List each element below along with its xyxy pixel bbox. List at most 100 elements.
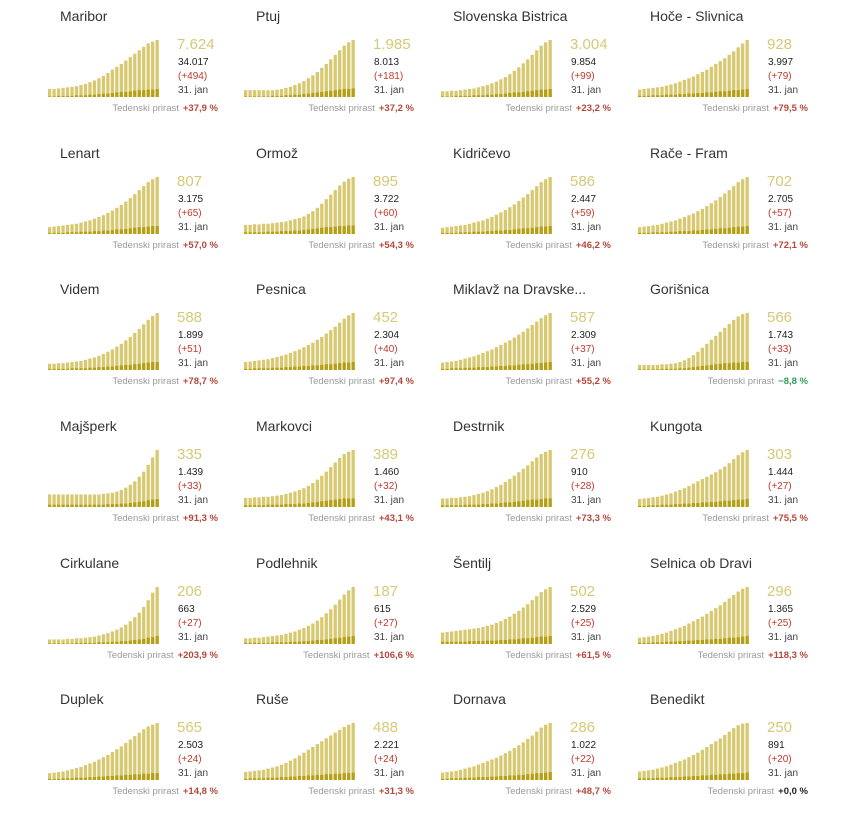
bar-new-cases <box>270 231 275 234</box>
weekly-growth-value: +57,0 % <box>182 240 218 251</box>
bar-new-cases <box>279 95 284 97</box>
bar-new-cases <box>669 94 673 97</box>
bar-cumulative <box>673 363 678 370</box>
bar-new-cases <box>88 504 92 507</box>
bar-cumulative <box>315 71 319 97</box>
bar-cumulative <box>445 632 449 644</box>
bar-new-cases <box>687 93 691 97</box>
bar-cumulative <box>275 766 279 780</box>
bar-cumulative <box>146 182 150 234</box>
bar-new-cases <box>646 95 651 97</box>
bar-new-cases <box>52 643 56 644</box>
bar-cumulative <box>544 724 548 780</box>
bar-cumulative <box>261 496 266 507</box>
bar-new-cases <box>539 226 543 234</box>
municipality-name: Benedikt <box>650 691 705 707</box>
bar-new-cases <box>275 777 279 780</box>
bar-cumulative <box>279 634 284 644</box>
bar-cumulative <box>329 467 333 507</box>
bar-new-cases <box>718 774 722 780</box>
bar-cumulative <box>723 193 727 234</box>
weekly-growth: Tedenski prirast +61,5 % <box>441 650 611 661</box>
sparkline-chart <box>441 40 552 97</box>
bar-new-cases <box>101 776 106 780</box>
weekly-growth: Tedenski prirast +46,2 % <box>441 240 611 251</box>
bar-new-cases <box>539 363 543 370</box>
bar-cumulative <box>293 351 297 370</box>
bar-new-cases <box>481 777 485 780</box>
bar-new-cases <box>642 369 646 370</box>
weekly-growth-value: −8,8 % <box>778 376 808 387</box>
bar-new-cases <box>297 230 302 234</box>
bar-new-cases <box>463 95 467 97</box>
bar-new-cases <box>705 365 709 370</box>
bar-new-cases <box>544 772 548 780</box>
bar-cumulative <box>673 762 678 780</box>
bar-new-cases <box>530 227 534 234</box>
bar-cumulative <box>485 625 490 644</box>
bar-new-cases <box>266 368 270 370</box>
total-cases-value: 1.022 <box>571 740 597 751</box>
daily-increase-value: (+25) <box>768 618 792 629</box>
bar-cumulative <box>539 453 543 507</box>
total-cases-value: 2.304 <box>374 330 400 341</box>
bar-cumulative <box>65 638 70 644</box>
bar-new-cases <box>687 776 691 780</box>
bar-new-cases <box>261 505 266 507</box>
bar-cumulative <box>133 53 137 97</box>
bar-new-cases <box>342 226 346 234</box>
bar-new-cases <box>329 364 333 370</box>
bar-new-cases <box>467 777 472 780</box>
bar-cumulative <box>723 58 727 97</box>
bar-new-cases <box>52 504 56 507</box>
bar-new-cases <box>638 778 642 780</box>
bar-new-cases <box>61 95 65 97</box>
date-label: 31. jan <box>178 495 209 506</box>
active-cases-value: 3.004 <box>570 36 608 53</box>
bar-new-cases <box>696 93 700 97</box>
weekly-growth-value: +37,9 % <box>182 103 218 114</box>
bar-new-cases <box>441 505 445 507</box>
weekly-growth-value: +73,3 % <box>575 513 611 524</box>
bar-new-cases <box>691 93 696 97</box>
active-cases-value: 187 <box>373 583 399 600</box>
bar-new-cases <box>691 776 696 780</box>
bar-new-cases <box>248 368 252 370</box>
bar-new-cases <box>449 368 454 370</box>
bar-cumulative <box>142 471 146 507</box>
weekly-growth: Tedenski prirast +37,2 % <box>244 103 414 114</box>
bar-cumulative <box>673 83 678 97</box>
bar-new-cases <box>454 368 458 370</box>
bar-new-cases <box>244 642 248 644</box>
bar-cumulative <box>472 495 476 507</box>
bar-new-cases <box>155 226 159 234</box>
daily-increase-value: (+57) <box>768 208 792 219</box>
bar-new-cases <box>315 774 319 780</box>
bar-cumulative <box>155 177 159 234</box>
bar-new-cases <box>338 89 342 97</box>
bar-new-cases <box>673 368 678 370</box>
bar-cumulative <box>115 629 119 644</box>
bar-new-cases <box>642 642 646 644</box>
bar-cumulative <box>646 770 651 780</box>
bar-cumulative <box>351 587 355 644</box>
bar-cumulative <box>79 494 83 507</box>
bar-new-cases <box>664 94 669 97</box>
sparkline-chart <box>48 313 159 370</box>
bar-cumulative <box>535 596 539 644</box>
bar-cumulative <box>83 637 88 644</box>
bar-new-cases <box>146 89 150 97</box>
bar-cumulative <box>521 197 525 234</box>
sparkline-chart <box>638 723 749 780</box>
municipality-card: Kungota 303 1.444 (+27) 31. jan Tedenski prir… <box>638 410 828 540</box>
bar-new-cases <box>539 773 543 780</box>
bar-new-cases <box>288 504 293 507</box>
bar-cumulative <box>324 471 328 507</box>
bar-new-cases <box>124 91 128 97</box>
bar-new-cases <box>342 362 346 370</box>
bar-cumulative <box>445 498 449 507</box>
bar-new-cases <box>705 775 709 780</box>
total-cases-value: 1.439 <box>178 467 204 478</box>
bar-cumulative <box>257 90 261 97</box>
